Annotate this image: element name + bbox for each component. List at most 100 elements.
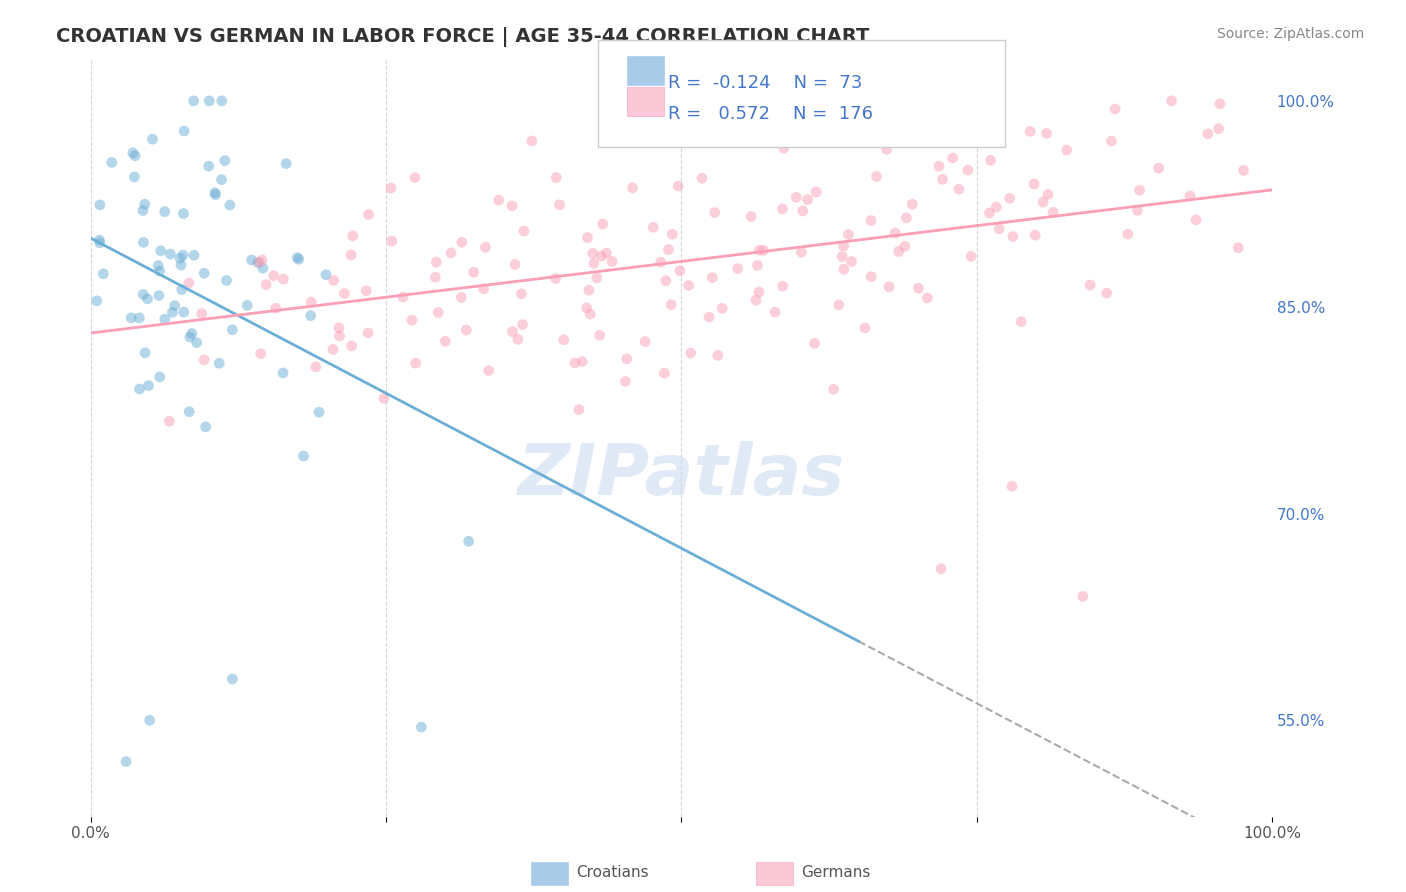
Germans — [986, 200, 1008, 214]
Croatians — [149, 370, 172, 384]
Croatians — [197, 159, 219, 173]
Croatians — [285, 251, 308, 265]
Germans — [948, 182, 970, 196]
Text: Source: ZipAtlas.com: Source: ZipAtlas.com — [1216, 27, 1364, 41]
Germans — [1010, 315, 1032, 329]
Germans — [650, 255, 672, 269]
Germans — [917, 291, 939, 305]
Germans — [804, 185, 827, 199]
Germans — [506, 332, 529, 346]
Croatians — [221, 672, 243, 686]
Germans — [1078, 278, 1101, 293]
Germans — [1036, 187, 1059, 202]
Germans — [873, 94, 896, 108]
Germans — [1022, 177, 1045, 191]
Germans — [488, 193, 510, 207]
Germans — [752, 244, 775, 258]
Germans — [929, 562, 952, 576]
Croatians — [287, 252, 309, 267]
Germans — [357, 207, 380, 221]
Germans — [264, 301, 287, 316]
Germans — [1160, 94, 1182, 108]
Croatians — [183, 94, 205, 108]
Croatians — [457, 534, 479, 549]
Germans — [450, 235, 472, 250]
Germans — [643, 220, 665, 235]
Germans — [249, 346, 271, 360]
Croatians — [186, 335, 208, 350]
Germans — [711, 301, 734, 316]
Germans — [703, 205, 725, 219]
Croatians — [89, 233, 111, 247]
Germans — [772, 279, 794, 293]
Germans — [616, 351, 638, 366]
Croatians — [132, 235, 155, 250]
Germans — [512, 318, 534, 332]
Germans — [621, 181, 644, 195]
Germans — [860, 269, 883, 284]
Germans — [263, 268, 285, 283]
Germans — [841, 254, 863, 268]
Croatians — [247, 255, 270, 269]
Germans — [896, 211, 918, 225]
Germans — [832, 239, 855, 253]
Croatians — [124, 149, 146, 163]
Germans — [1116, 227, 1139, 242]
Germans — [380, 181, 402, 195]
Germans — [690, 171, 713, 186]
Germans — [956, 163, 979, 178]
Germans — [887, 244, 910, 259]
Germans — [877, 279, 900, 293]
Germans — [501, 325, 523, 339]
Croatians — [215, 273, 238, 287]
Germans — [1032, 195, 1054, 210]
Germans — [678, 278, 700, 293]
Croatians — [134, 346, 156, 360]
Germans — [381, 234, 404, 248]
Croatians — [204, 186, 226, 200]
Croatians — [172, 206, 194, 220]
Germans — [823, 382, 845, 396]
Germans — [679, 346, 702, 360]
Germans — [190, 306, 212, 320]
Croatians — [141, 132, 163, 146]
Germans — [803, 336, 825, 351]
Germans — [401, 313, 423, 327]
Germans — [425, 255, 447, 269]
Croatians — [115, 755, 138, 769]
Croatians — [236, 298, 259, 312]
Germans — [790, 245, 813, 260]
Germans — [661, 227, 683, 242]
Germans — [979, 206, 1001, 220]
Germans — [503, 258, 526, 272]
Germans — [960, 249, 983, 263]
Croatians — [132, 287, 155, 301]
Germans — [884, 226, 907, 240]
Germans — [405, 356, 427, 370]
Germans — [595, 246, 617, 260]
Germans — [548, 198, 571, 212]
Croatians — [121, 145, 143, 160]
Croatians — [148, 288, 170, 302]
Germans — [792, 204, 814, 219]
Germans — [796, 193, 818, 207]
Germans — [748, 285, 770, 300]
Germans — [1019, 124, 1042, 138]
Germans — [614, 375, 637, 389]
Germans — [254, 277, 277, 292]
Croatians — [149, 264, 172, 278]
Germans — [177, 276, 200, 290]
Croatians — [134, 197, 156, 211]
Germans — [600, 254, 623, 268]
Germans — [865, 169, 887, 184]
Germans — [404, 170, 426, 185]
Croatians — [179, 330, 201, 344]
Croatians — [198, 94, 221, 108]
Croatians — [162, 305, 184, 319]
Germans — [478, 363, 501, 377]
Croatians — [172, 248, 194, 262]
Germans — [582, 246, 605, 260]
Croatians — [173, 124, 195, 138]
Germans — [553, 333, 575, 347]
Germans — [1104, 102, 1126, 116]
